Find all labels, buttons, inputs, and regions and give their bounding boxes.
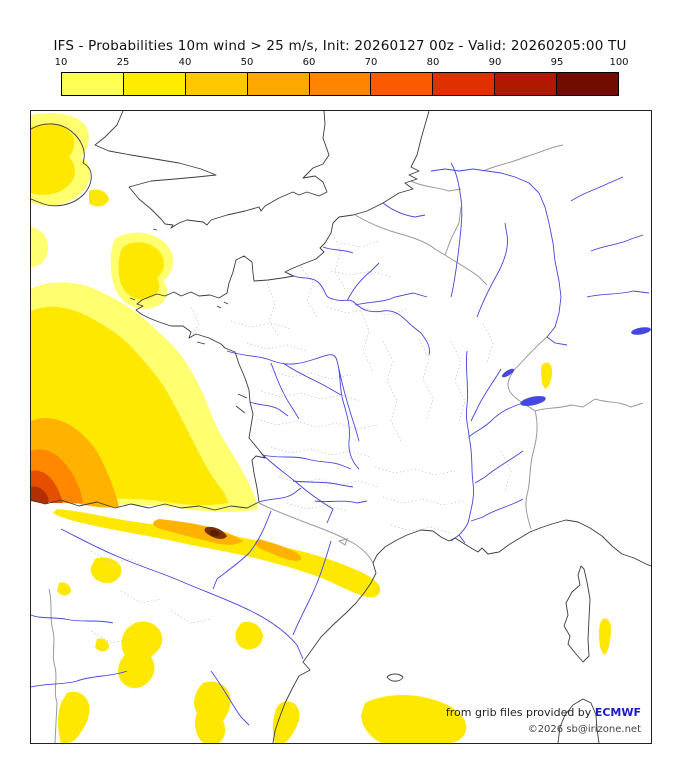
coast-ireland: [31, 123, 92, 207]
coast-mediterranean-france: [372, 519, 651, 567]
colorbar-tick: 100: [609, 57, 629, 68]
colorbar-segment: [247, 73, 310, 95]
attribution-line: from grib files provided by ECMWF: [446, 706, 641, 719]
coast-continent-atlantic: [31, 111, 430, 511]
colorbar-tick: 90: [488, 57, 502, 68]
colorbar: 10 25 40 50 60 70 80 90 95 100: [55, 57, 629, 96]
coastline-layer: [31, 111, 651, 743]
colorbar-tick: 60: [302, 57, 316, 68]
lakes: [501, 327, 651, 406]
coast-small-islands: [129, 228, 248, 414]
copyright-line: ©2026 sb@irizone.net: [527, 724, 641, 735]
attribution-prefix: from grib files provided by: [445, 706, 595, 719]
colorbar-tick: 80: [426, 57, 440, 68]
colorbar-ticks: 10 25 40 50 60 70 80 90 95 100: [55, 57, 629, 70]
shading-layer: [31, 113, 611, 743]
coast-balearic: [386, 673, 404, 682]
colorbar-segment: [433, 73, 496, 95]
colorbar-tick: 40: [178, 57, 192, 68]
coast-sardinia: [557, 698, 600, 743]
colorbar-segment: [371, 73, 434, 95]
colorbar-segment: [123, 73, 186, 95]
borders-layer: [48, 144, 644, 743]
colorbar-segment: [62, 73, 124, 95]
colorbar-tick: 10: [54, 57, 68, 68]
coast-britain: [94, 111, 330, 229]
colorbar-segment: [557, 73, 619, 95]
colorbar-segment: [309, 73, 372, 95]
colorbar-segments: [61, 72, 619, 96]
map-title: IFS - Probabilities 10m wind > 25 m/s, I…: [53, 38, 627, 54]
coast-corsica: [563, 565, 591, 663]
coast-mediterranean-spain: [272, 562, 377, 743]
colorbar-segment: [495, 73, 558, 95]
colorbar-segment: [185, 73, 248, 95]
colorbar-tick: 50: [240, 57, 254, 68]
colorbar-tick: 70: [364, 57, 378, 68]
departments-layer: [90, 230, 512, 644]
colorbar-tick: 25: [116, 57, 130, 68]
ecmwf-link[interactable]: ECMWF: [594, 706, 641, 719]
map-frame: from grib files provided by ECMWF ©2026 …: [30, 110, 652, 744]
colorbar-tick: 95: [550, 57, 564, 68]
weather-map-svg: [31, 111, 651, 743]
